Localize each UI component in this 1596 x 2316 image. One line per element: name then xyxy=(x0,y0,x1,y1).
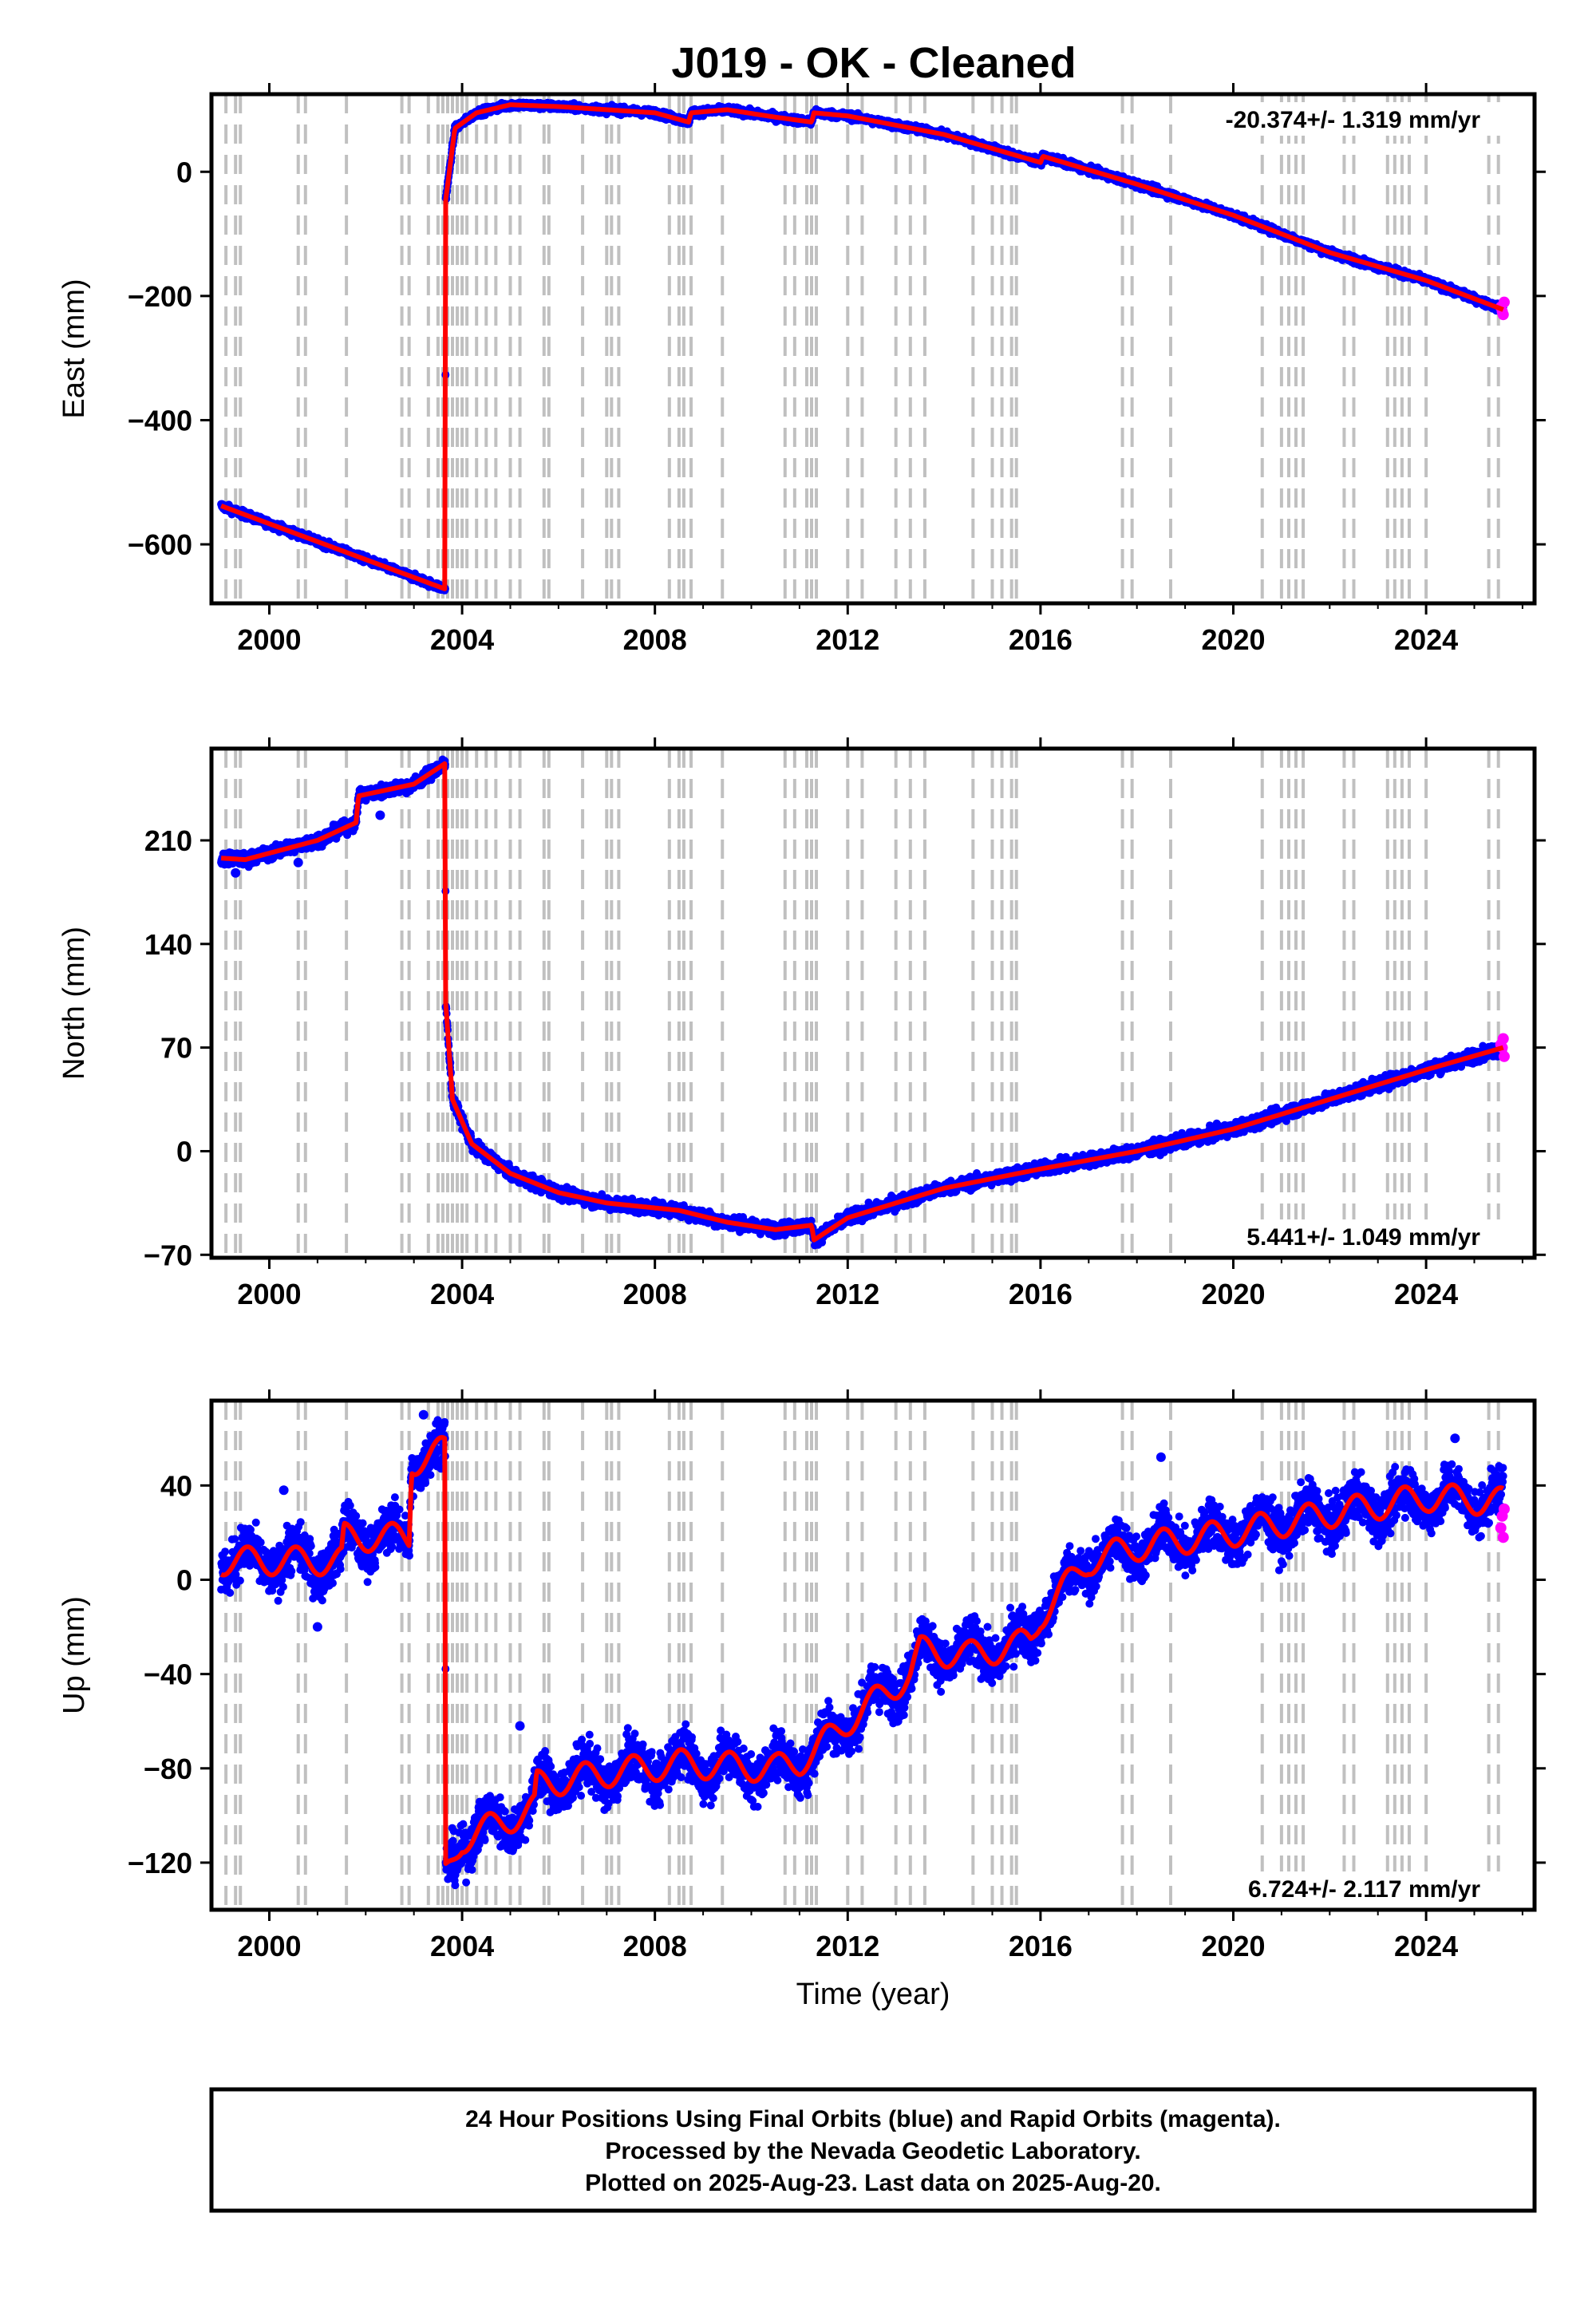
event-lines xyxy=(224,749,1500,1258)
y-tick-label: −400 xyxy=(128,404,192,437)
event-lines xyxy=(224,94,1500,603)
x-tick-label: 2016 xyxy=(1009,623,1073,656)
x-tick-label: 2024 xyxy=(1394,623,1458,656)
x-tick-label: 2020 xyxy=(1201,623,1265,656)
x-axis: 2000 2004 2008 2012 2016 2020 2024 xyxy=(237,83,1523,656)
y-tick-label: −200 xyxy=(128,280,192,313)
x-tick-label: 2000 xyxy=(237,623,301,656)
north-panel: 2000 2004 2008 2012 2016 2020 2024−70070140210… xyxy=(57,737,1546,1310)
y-axis: −600 −400 −200 0 xyxy=(128,156,1546,561)
x-tick-label: 2004 xyxy=(430,623,494,656)
y-tick-label: −600 xyxy=(128,528,192,561)
x-tick-label: 2008 xyxy=(623,623,687,656)
rate-label: -20.374+/- 1.319 mm/yr xyxy=(1226,107,1481,133)
y-axis-label: East (mm) xyxy=(57,279,91,418)
east-panel: 2000 2004 2008 2012 2016 2020 2024 −600 −400 −200… xyxy=(57,83,1546,656)
figure-title: J019 - OK - Cleaned xyxy=(671,39,1076,87)
x-tick-label: 2012 xyxy=(816,623,879,656)
y-tick-label: 0 xyxy=(176,156,192,188)
